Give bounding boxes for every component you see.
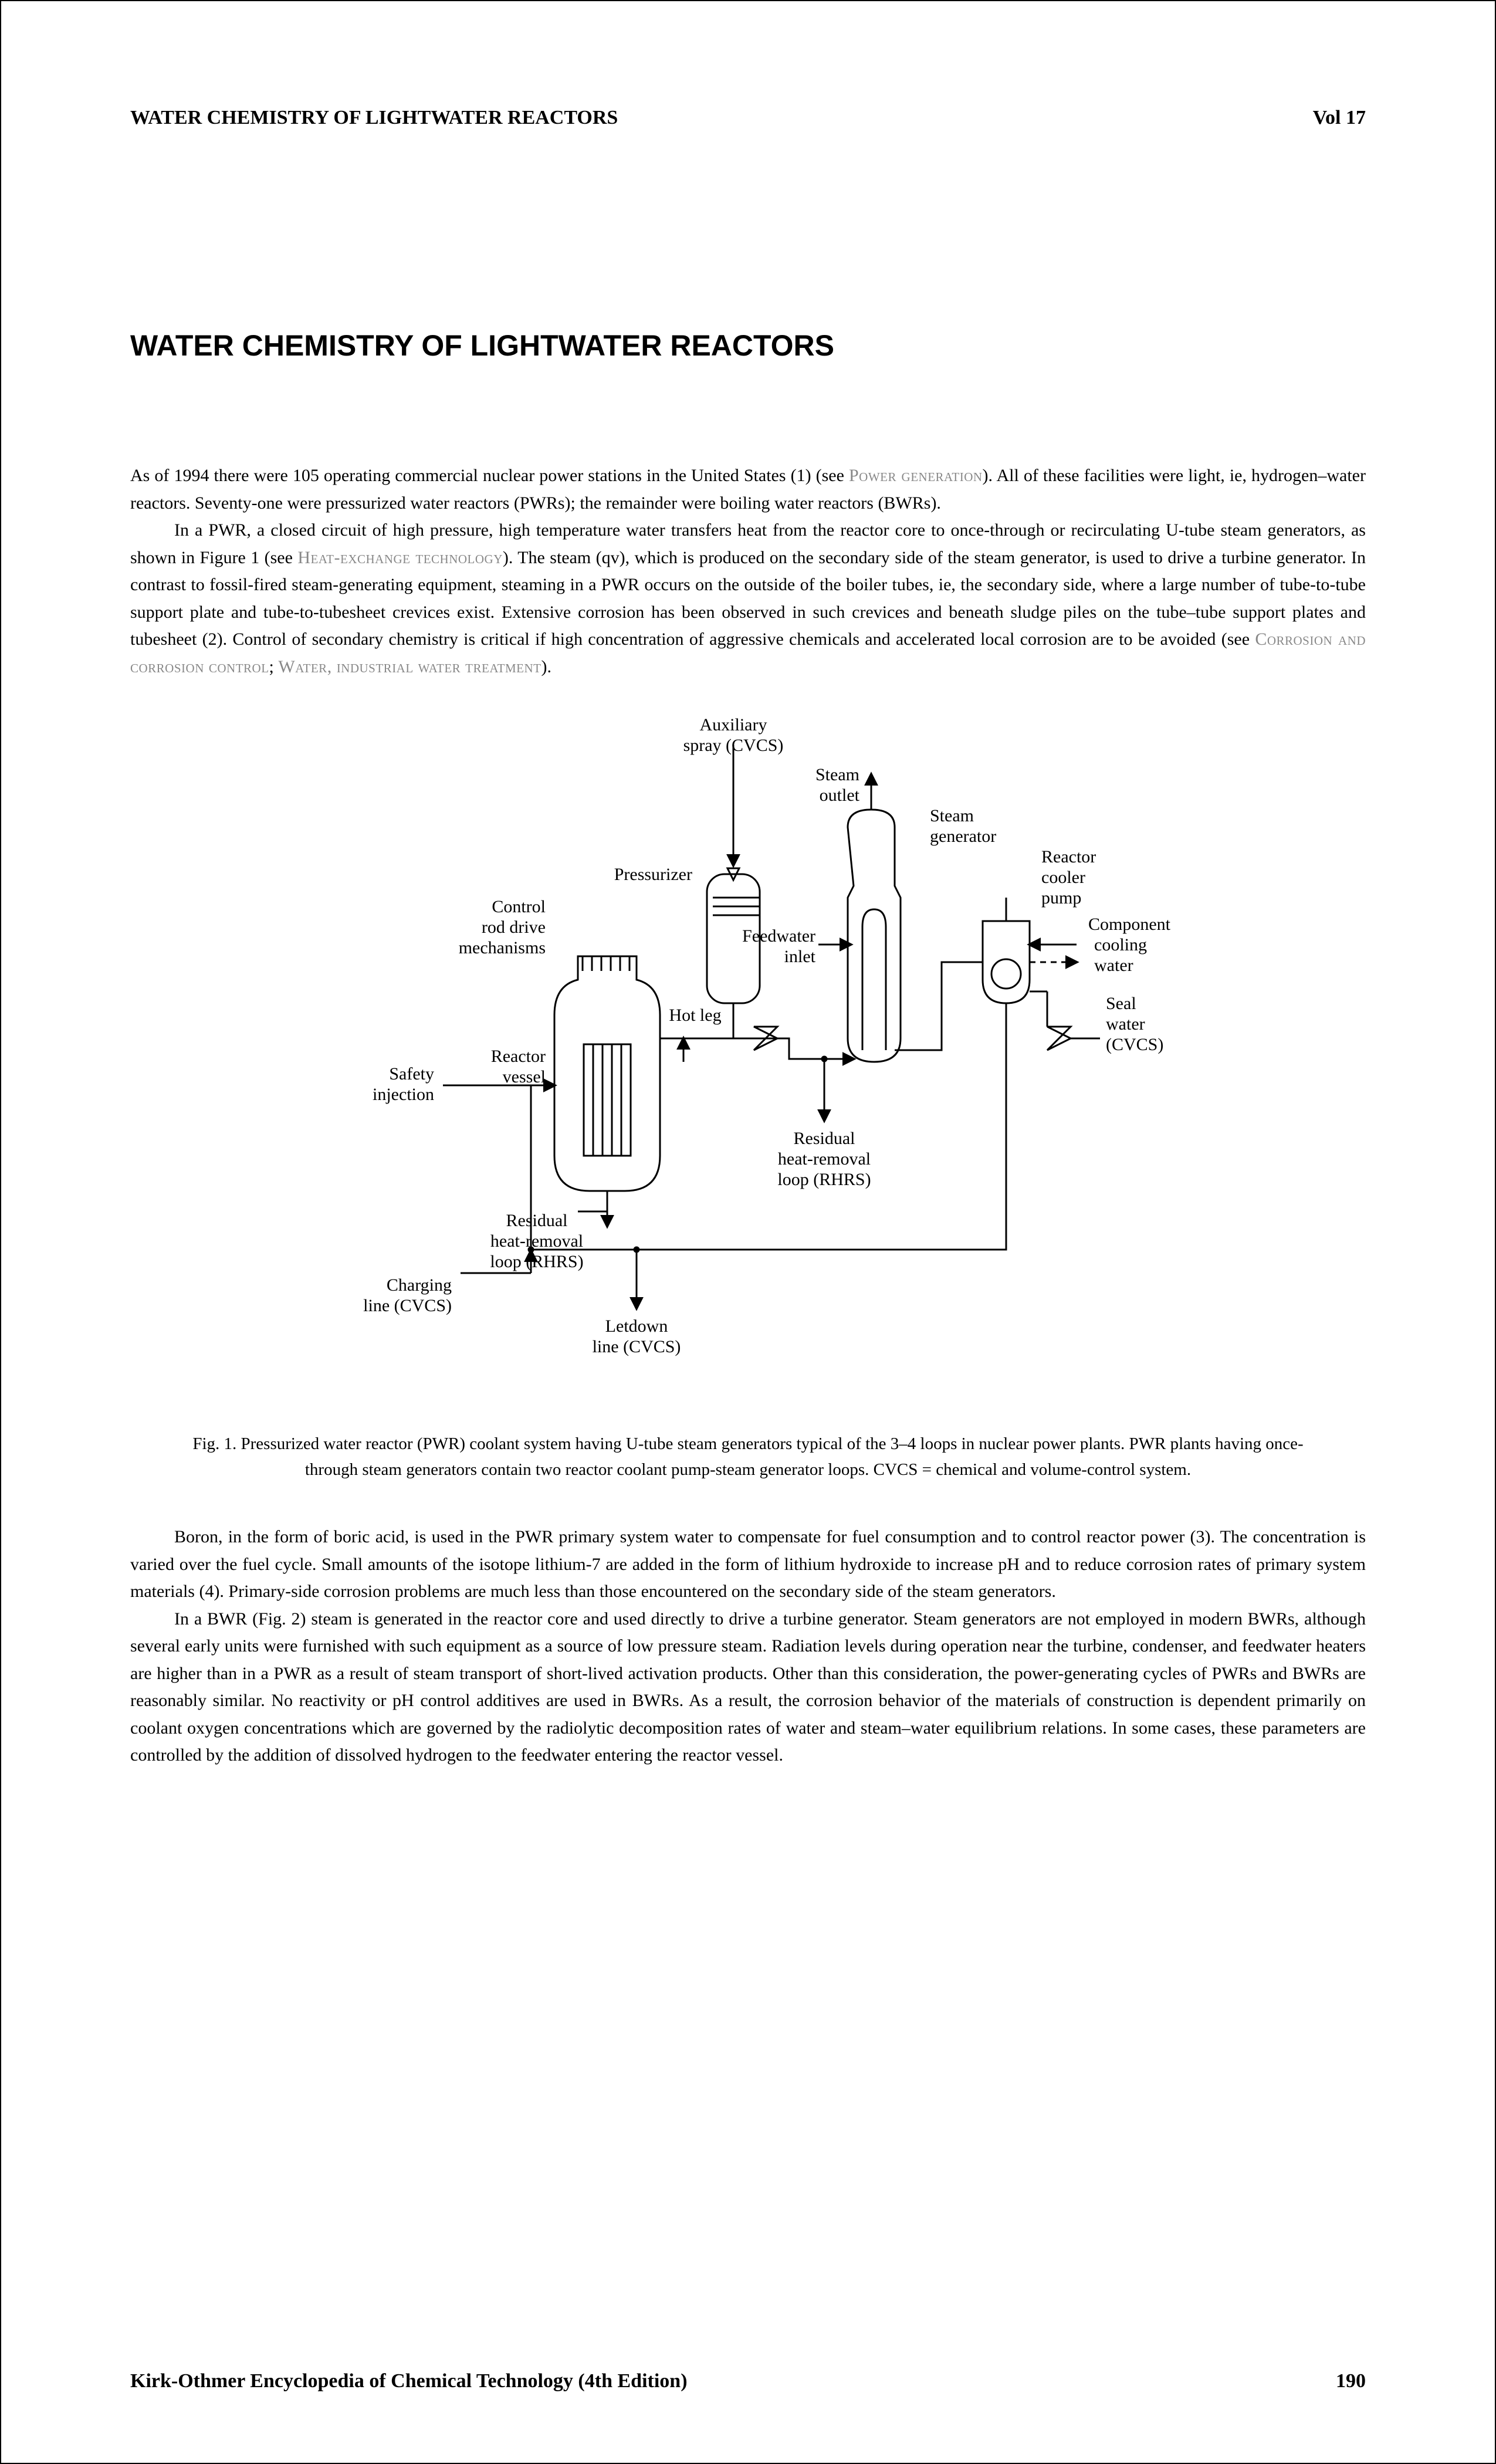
svg-text:Pressurizer: Pressurizer [614,865,692,884]
body-text-block-1: As of 1994 there were 105 operating comm… [130,462,1366,681]
svg-text:Safety: Safety [389,1064,434,1084]
figure-1: Auxiliary spray (CVCS) Steam outlet Stea… [130,710,1366,1483]
svg-text:Seal: Seal [1106,994,1136,1013]
crossref-heat-exchange: Heat-exchange technology [297,548,503,567]
paragraph-3: Boron, in the form of boric acid, is use… [130,1524,1366,1606]
svg-text:heat-removal: heat-removal [778,1149,871,1169]
running-head: WATER CHEMISTRY OF LIGHTWATER REACTORS V… [130,107,1366,129]
running-title: WATER CHEMISTRY OF LIGHTWATER REACTORS [130,107,618,129]
svg-text:injection: injection [373,1085,434,1104]
paragraph-4: In a BWR (Fig. 2) steam is generated in … [130,1606,1366,1769]
body-text-block-2: Boron, in the form of boric acid, is use… [130,1524,1366,1769]
crossref-power-generation: Power generation [849,466,983,485]
svg-text:loop (RHRS): loop (RHRS) [777,1170,871,1189]
svg-text:Control: Control [492,897,546,916]
svg-text:Component: Component [1088,915,1171,934]
svg-text:generator: generator [930,827,996,846]
page-footer: Kirk-Othmer Encyclopedia of Chemical Tec… [130,2370,1366,2392]
footer-page-number: 190 [1336,2370,1366,2392]
svg-text:mechanisms: mechanisms [459,938,546,957]
svg-text:water: water [1094,956,1133,975]
svg-text:line (CVCS): line (CVCS) [593,1337,681,1356]
svg-text:cooling: cooling [1094,935,1147,955]
svg-text:Residual: Residual [794,1129,855,1148]
svg-text:Feedwater: Feedwater [742,926,815,946]
svg-text:vessel: vessel [503,1067,546,1087]
paragraph-1: As of 1994 there were 105 operating comm… [130,462,1366,517]
svg-text:inlet: inlet [784,947,816,966]
figure-1-caption: Fig. 1. Pressurized water reactor (PWR) … [185,1431,1311,1483]
svg-text:cooler: cooler [1041,868,1085,887]
svg-text:Reactor: Reactor [491,1047,546,1066]
svg-text:Letdown: Letdown [605,1316,668,1336]
volume-label: Vol 17 [1313,107,1366,129]
figure-1-diagram: Auxiliary spray (CVCS) Steam outlet Stea… [308,710,1188,1414]
svg-text:Charging: Charging [387,1275,452,1295]
svg-text:(CVCS): (CVCS) [1106,1035,1163,1054]
article-title: WATER CHEMISTRY OF LIGHTWATER REACTORS [130,329,1366,363]
svg-text:water: water [1106,1014,1145,1034]
svg-text:Auxiliary: Auxiliary [700,715,767,735]
footer-source: Kirk-Othmer Encyclopedia of Chemical Tec… [130,2370,688,2392]
svg-text:Steam: Steam [815,765,859,784]
svg-text:Reactor: Reactor [1041,847,1096,867]
paragraph-2: In a PWR, a closed circuit of high press… [130,517,1366,681]
svg-text:line (CVCS): line (CVCS) [363,1296,452,1315]
crossref-water-treatment: Water, industrial water treatment [278,657,541,676]
svg-text:outlet: outlet [820,786,860,805]
svg-text:Residual: Residual [506,1211,568,1230]
svg-text:rod drive: rod drive [482,918,546,937]
svg-text:Hot leg: Hot leg [669,1006,721,1025]
svg-text:pump: pump [1041,888,1081,908]
svg-text:spray (CVCS): spray (CVCS) [683,736,784,755]
svg-text:Steam: Steam [930,806,974,825]
svg-text:loop (RHRS): loop (RHRS) [490,1252,583,1271]
svg-text:heat-removal: heat-removal [490,1231,583,1251]
